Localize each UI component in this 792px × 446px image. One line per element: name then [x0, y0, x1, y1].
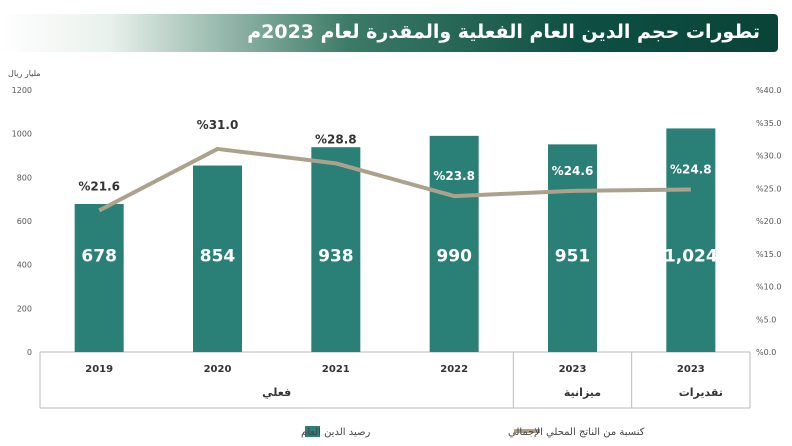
- category-label: 2021: [322, 364, 350, 375]
- ratio-line: %21.6 %31.0 %28.8 %23.8 %24.6 %24.8: [78, 118, 712, 213]
- category-axis-frame: [39, 351, 751, 409]
- ratio-label: %23.8: [433, 169, 475, 183]
- y2-tick-label: %10.0: [756, 283, 781, 292]
- bar: [429, 135, 479, 352]
- y-tick-label: 600: [17, 217, 32, 226]
- y2-tick-label: %15.0: [756, 250, 781, 259]
- y2-tick-label: %30.0: [756, 152, 781, 161]
- ratio-label: %24.6: [552, 164, 594, 178]
- bar-value-label: 854: [200, 247, 236, 267]
- y-tick-label: 1000: [12, 130, 32, 139]
- bar: [193, 165, 242, 352]
- group-label: فعلي: [262, 386, 291, 399]
- bar: [666, 128, 716, 352]
- y2-tick-label: %35.0: [756, 119, 781, 128]
- y2-tick-label: %25.0: [756, 184, 781, 193]
- category-label: 2019: [85, 364, 113, 375]
- y-tick-label: 1200: [12, 86, 32, 95]
- category-label: 2023: [559, 364, 587, 375]
- group-label: ميزانية: [564, 386, 601, 399]
- y-tick-label: 400: [17, 261, 32, 270]
- y2-tick-label: %5.0: [756, 315, 776, 324]
- group-label: تقديرات: [679, 386, 723, 399]
- y2-tick-label: %20.0: [756, 217, 781, 226]
- legend-label-bar: رصيد الدين العام: [301, 427, 370, 438]
- group-labels: فعلي ميزانية تقديرات: [262, 386, 723, 399]
- right-axis-ticks: %0.0 %5.0 %10.0 %15.0 %20.0 %25.0 %30.0 %35.0 %4…: [756, 86, 781, 357]
- chart-title: تطورات حجم الدين العام الفعلية والمقدرة …: [247, 21, 760, 43]
- ratio-series-line: [98, 146, 691, 213]
- legend-swatch-bar: [305, 426, 320, 437]
- left-axis-ticks: 0 200 400 600 800 1000 1200: [12, 86, 32, 357]
- bar-value-label: 951: [555, 247, 591, 267]
- y-tick-label: 800: [17, 173, 32, 182]
- category-label: 2020: [204, 364, 232, 375]
- y-tick-label: 0: [27, 348, 32, 357]
- bars: 678 854 938 990 951 1,024: [74, 128, 718, 352]
- bar: [311, 147, 361, 352]
- ratio-label: %28.8: [315, 132, 357, 146]
- y2-tick-label: %0.0: [756, 348, 776, 357]
- ratio-label: %24.8: [670, 163, 712, 177]
- bar-value-label: 678: [81, 247, 117, 267]
- bar-value-label: 990: [436, 247, 472, 267]
- y-tick-label: 200: [17, 304, 32, 313]
- bar: [548, 144, 597, 352]
- bar-value-label: 938: [318, 247, 354, 267]
- y-axis-unit: مليار ريال: [8, 69, 41, 78]
- category-label: 2022: [440, 364, 468, 375]
- bar-value-label: 1,024: [664, 247, 718, 267]
- y2-tick-label: %40.0: [756, 86, 781, 95]
- legend-label-line: كنسبة من الناتج المحلي الإجمالي: [508, 427, 645, 438]
- bar: [74, 203, 124, 352]
- title-bar: تطورات حجم الدين العام الفعلية والمقدرة …: [0, 14, 778, 52]
- category-labels: 2019 2020 2021 2022 2023 2023: [85, 364, 705, 375]
- ratio-label: %21.6: [78, 180, 120, 194]
- category-label: 2023: [677, 364, 705, 375]
- ratio-label: %31.0: [197, 118, 239, 132]
- legend: رصيد الدين العام كنسبة من الناتج المحلي ا…: [301, 426, 645, 438]
